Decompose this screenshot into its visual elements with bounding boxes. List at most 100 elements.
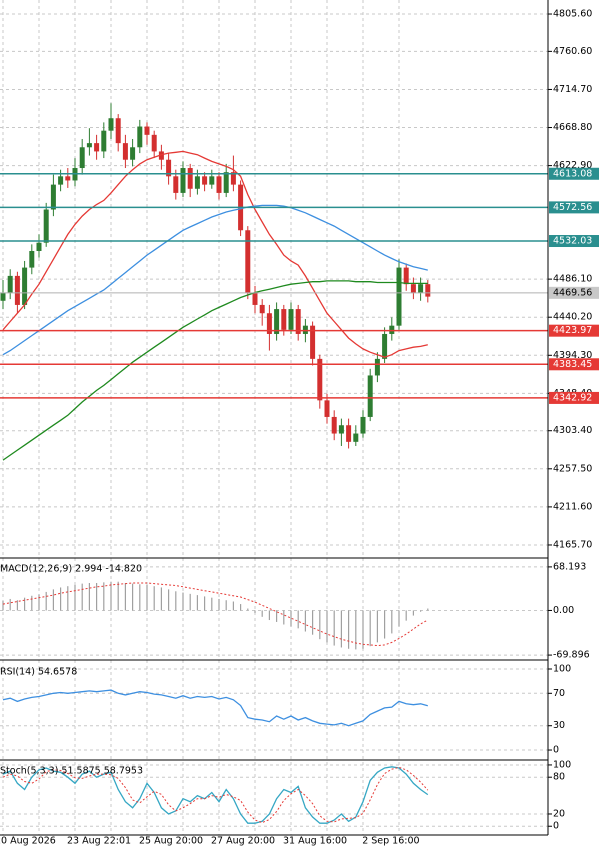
candle-body — [418, 284, 424, 293]
candle-body — [122, 143, 128, 160]
level-label-box — [549, 324, 599, 337]
y-tick-label: -69.896 — [553, 650, 590, 661]
candle-body — [331, 416, 337, 434]
candle-body — [396, 267, 402, 326]
candle-body — [216, 176, 222, 193]
candle-body — [245, 230, 251, 293]
y-tick-label: 4165.70 — [553, 539, 592, 550]
last-price-box — [549, 286, 599, 299]
candle-body — [389, 325, 395, 334]
candle-body — [151, 134, 157, 152]
y-tick-label: 4486.10 — [553, 274, 592, 285]
candle-body — [0, 292, 6, 301]
candle-body — [173, 176, 179, 193]
candle-body — [43, 209, 49, 243]
candle-body — [230, 172, 236, 185]
candle-body — [58, 176, 64, 185]
candle-body — [101, 130, 107, 152]
panel-title: Stoch(5,3,3) 51.5875 58.7953 — [0, 766, 143, 777]
y-tick-label: 20 — [553, 808, 565, 819]
level-label-box — [549, 201, 599, 214]
x-tick-label: 23 Aug 22:01 — [67, 836, 131, 847]
candle-body — [374, 358, 380, 376]
candle-body — [158, 151, 164, 160]
y-tick-label: 0.00 — [553, 605, 574, 616]
level-label: 4383.45 — [553, 359, 592, 370]
candle-body — [194, 176, 200, 189]
y-tick-label: 4257.50 — [553, 463, 592, 474]
signal-line — [2, 582, 429, 647]
y-tick-label: 4805.60 — [553, 9, 592, 20]
candle-body — [259, 304, 265, 314]
x-tick-label: 31 Aug 16:00 — [283, 836, 347, 847]
panel-title: MACD(12,26,9) 2.994 -14.820 — [0, 564, 142, 575]
y-tick-label: 4760.60 — [553, 46, 592, 57]
y-tick-label: 30 — [553, 720, 565, 731]
candle-body — [252, 292, 258, 305]
level-label-box — [549, 235, 599, 248]
candle-body — [425, 284, 431, 297]
panel-title: RSI(14) 54.6578 — [0, 667, 77, 678]
x-tick-label: 2 Sep 16:00 — [362, 836, 419, 847]
y-tick-label: 4394.30 — [553, 350, 592, 361]
x-tick-label: 27 Aug 20:00 — [211, 836, 275, 847]
candle-body — [310, 325, 316, 359]
level-label-box — [549, 391, 599, 404]
y-tick-label: 0 — [553, 745, 559, 756]
y-tick-label: 0 — [553, 821, 559, 832]
candle-body — [367, 375, 373, 417]
level-label: 4572.56 — [553, 202, 592, 213]
y-tick-label: 100 — [553, 663, 571, 674]
candle-body — [317, 358, 323, 401]
level-label-box — [549, 358, 599, 371]
candle-body — [274, 309, 280, 334]
candle-body — [410, 284, 416, 293]
y-tick-label: 4303.40 — [553, 425, 592, 436]
indicator-line — [2, 689, 428, 727]
level-label: 4423.97 — [553, 325, 592, 336]
candle-body — [130, 147, 136, 160]
y-tick-label: 80 — [553, 772, 565, 783]
candle-body — [353, 433, 359, 442]
plot-layer — [0, 103, 548, 824]
y-tick-label: 4714.70 — [553, 84, 592, 95]
candle-body — [302, 325, 308, 334]
candle-body — [115, 118, 121, 144]
indicator-line — [2, 150, 428, 358]
candle-body — [29, 250, 35, 268]
y-tick-label: 68.193 — [553, 561, 586, 572]
candle-body — [223, 172, 229, 193]
candle-body — [86, 143, 92, 148]
indicator-line — [2, 280, 428, 461]
last-price-label: 4469.56 — [553, 287, 592, 298]
candle-body — [281, 309, 287, 330]
candle-body — [382, 333, 388, 359]
candle-body — [79, 147, 85, 169]
level-label: 4613.08 — [553, 168, 592, 179]
candle-body — [144, 126, 150, 135]
y-tick-label: 4211.60 — [553, 501, 592, 512]
level-label: 4532.03 — [553, 236, 592, 247]
y-tick-label: 4440.20 — [553, 312, 592, 323]
candle-body — [338, 425, 344, 434]
candle-body — [50, 184, 56, 210]
y-tick-label: 100 — [553, 759, 571, 770]
x-tick-label: 25 Aug 20:00 — [139, 836, 203, 847]
level-label-box — [549, 167, 599, 180]
candle-body — [324, 400, 330, 417]
candle-body — [22, 267, 28, 305]
candle-body — [108, 118, 114, 131]
candle-body — [180, 168, 186, 193]
candle-body — [36, 242, 42, 251]
y-tick-label: 4668.80 — [553, 122, 592, 133]
candle-body — [209, 176, 215, 185]
x-tick-label: 20 Aug 2026 — [0, 836, 56, 847]
candle-body — [266, 313, 272, 334]
level-label: 4342.92 — [553, 392, 592, 403]
indicator-line — [2, 204, 428, 356]
candle-body — [65, 176, 71, 181]
